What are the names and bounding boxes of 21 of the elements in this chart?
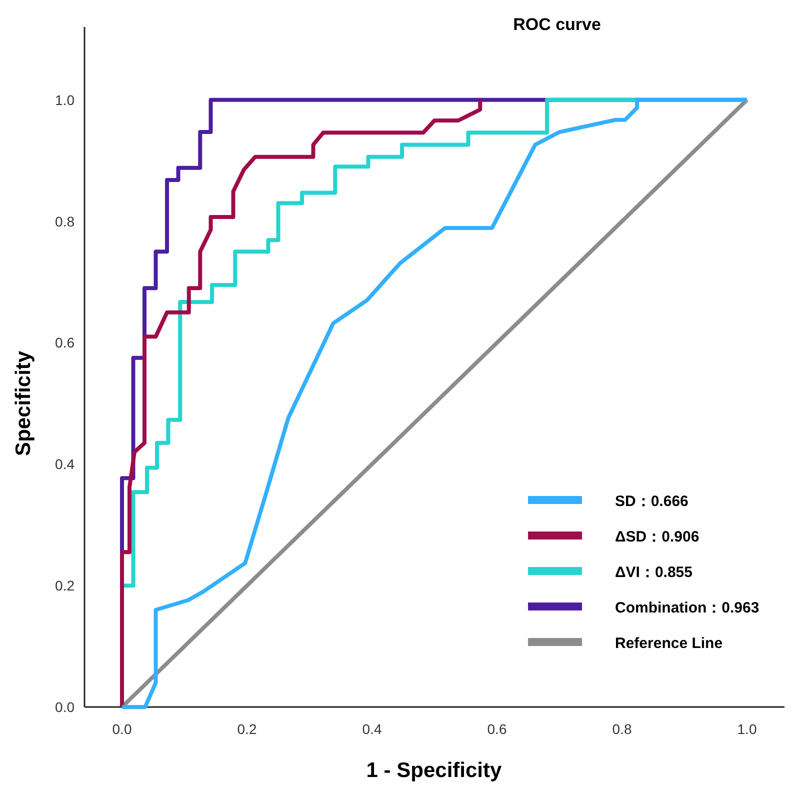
y-tick-label: 1.0 — [55, 92, 75, 108]
y-axis-title: Specificity — [12, 350, 35, 456]
line-series — [120, 98, 482, 709]
legend-label: ΔVI：0.855 — [615, 564, 692, 581]
y-tick-label: 0.0 — [55, 699, 75, 715]
y-tick-label: 0.2 — [55, 578, 75, 594]
chart-title: ROC curve — [513, 15, 601, 34]
x-tick-label: 0.8 — [612, 721, 632, 737]
x-tick-label: 1.0 — [737, 721, 757, 737]
y-tick-label: 0.8 — [55, 213, 75, 230]
x-axis-title: 1 - Specificity — [366, 759, 502, 782]
legend-label: SD：0.666 — [615, 493, 688, 510]
x-tick-label: 0.6 — [487, 721, 507, 737]
legend-label: Reference Line — [615, 635, 723, 652]
y-tick-label: 0.4 — [55, 456, 75, 472]
y-tick-label: 0.6 — [55, 334, 75, 351]
legend-label: Combination：0.963 — [615, 600, 760, 616]
legend-label: ΔSD：0.906 — [615, 528, 700, 546]
x-tick-label: 0.0 — [112, 721, 132, 737]
x-tick-label: 0.2 — [237, 721, 257, 737]
x-tick-label: 0.4 — [362, 721, 382, 737]
